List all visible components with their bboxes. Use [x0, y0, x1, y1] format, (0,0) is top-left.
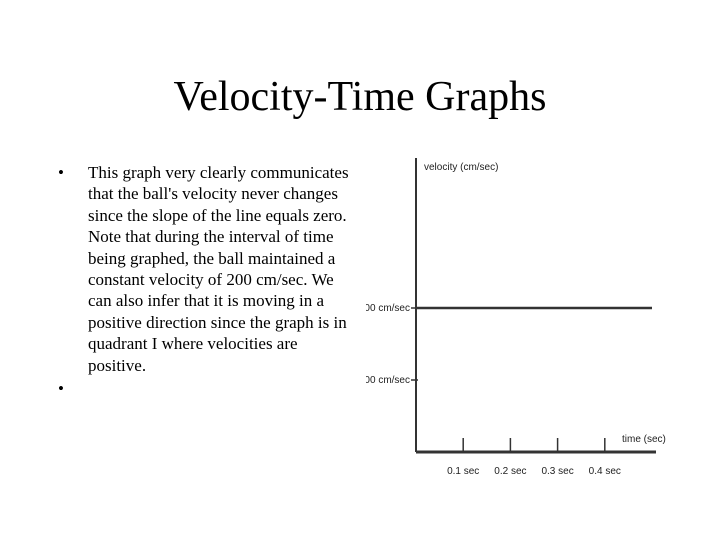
y-tick-label-1: 100 cm/sec: [366, 375, 410, 386]
bullet-dot-1: •: [58, 163, 64, 182]
bullet-item-1: • This graph very clearly communicates t…: [58, 162, 358, 376]
bullet-list: • This graph very clearly communicates t…: [58, 162, 358, 401]
x-tick-label-2: 0.2 sec: [494, 466, 526, 477]
bullet-item-2: •: [58, 378, 358, 399]
velocity-time-chart: velocity (cm/sec) time (sec) 0.1 sec 0.2 …: [366, 158, 666, 477]
y-axis-label: velocity (cm/sec): [424, 162, 498, 173]
x-axis-label: time (sec): [622, 434, 666, 445]
slide-title: Velocity-Time Graphs: [173, 74, 547, 120]
x-tick-label-3: 0.3 sec: [541, 466, 573, 477]
x-tick-label-4: 0.4 sec: [589, 466, 621, 477]
y-tick-label-2: 200 cm/sec: [366, 303, 410, 314]
bullet-text-1: This graph very clearly communicates tha…: [88, 163, 349, 375]
bullet-dot-2: •: [58, 379, 64, 399]
y-ticks: 100 cm/sec 200 cm/sec: [366, 303, 418, 386]
x-tick-label-1: 0.1 sec: [447, 466, 479, 477]
x-ticks: 0.1 sec 0.2 sec 0.3 sec 0.4 sec: [447, 438, 621, 477]
